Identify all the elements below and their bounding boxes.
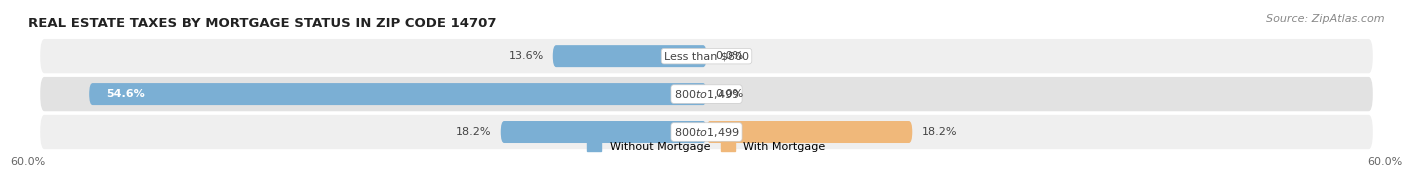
Text: 13.6%: 13.6% (509, 51, 544, 61)
Text: $800 to $1,499: $800 to $1,499 (673, 125, 740, 139)
FancyBboxPatch shape (707, 121, 912, 143)
Text: 18.2%: 18.2% (921, 127, 957, 137)
FancyBboxPatch shape (39, 114, 1374, 150)
FancyBboxPatch shape (89, 83, 707, 105)
Text: Less than $800: Less than $800 (664, 51, 749, 61)
FancyBboxPatch shape (501, 121, 707, 143)
FancyBboxPatch shape (39, 76, 1374, 112)
Text: 0.0%: 0.0% (716, 51, 744, 61)
FancyBboxPatch shape (553, 45, 707, 67)
Legend: Without Mortgage, With Mortgage: Without Mortgage, With Mortgage (583, 137, 830, 157)
Text: REAL ESTATE TAXES BY MORTGAGE STATUS IN ZIP CODE 14707: REAL ESTATE TAXES BY MORTGAGE STATUS IN … (28, 17, 496, 30)
Text: $800 to $1,499: $800 to $1,499 (673, 88, 740, 101)
Text: 0.0%: 0.0% (716, 89, 744, 99)
Text: 18.2%: 18.2% (456, 127, 492, 137)
FancyBboxPatch shape (39, 38, 1374, 74)
Text: 54.6%: 54.6% (105, 89, 145, 99)
Text: Source: ZipAtlas.com: Source: ZipAtlas.com (1267, 14, 1385, 24)
